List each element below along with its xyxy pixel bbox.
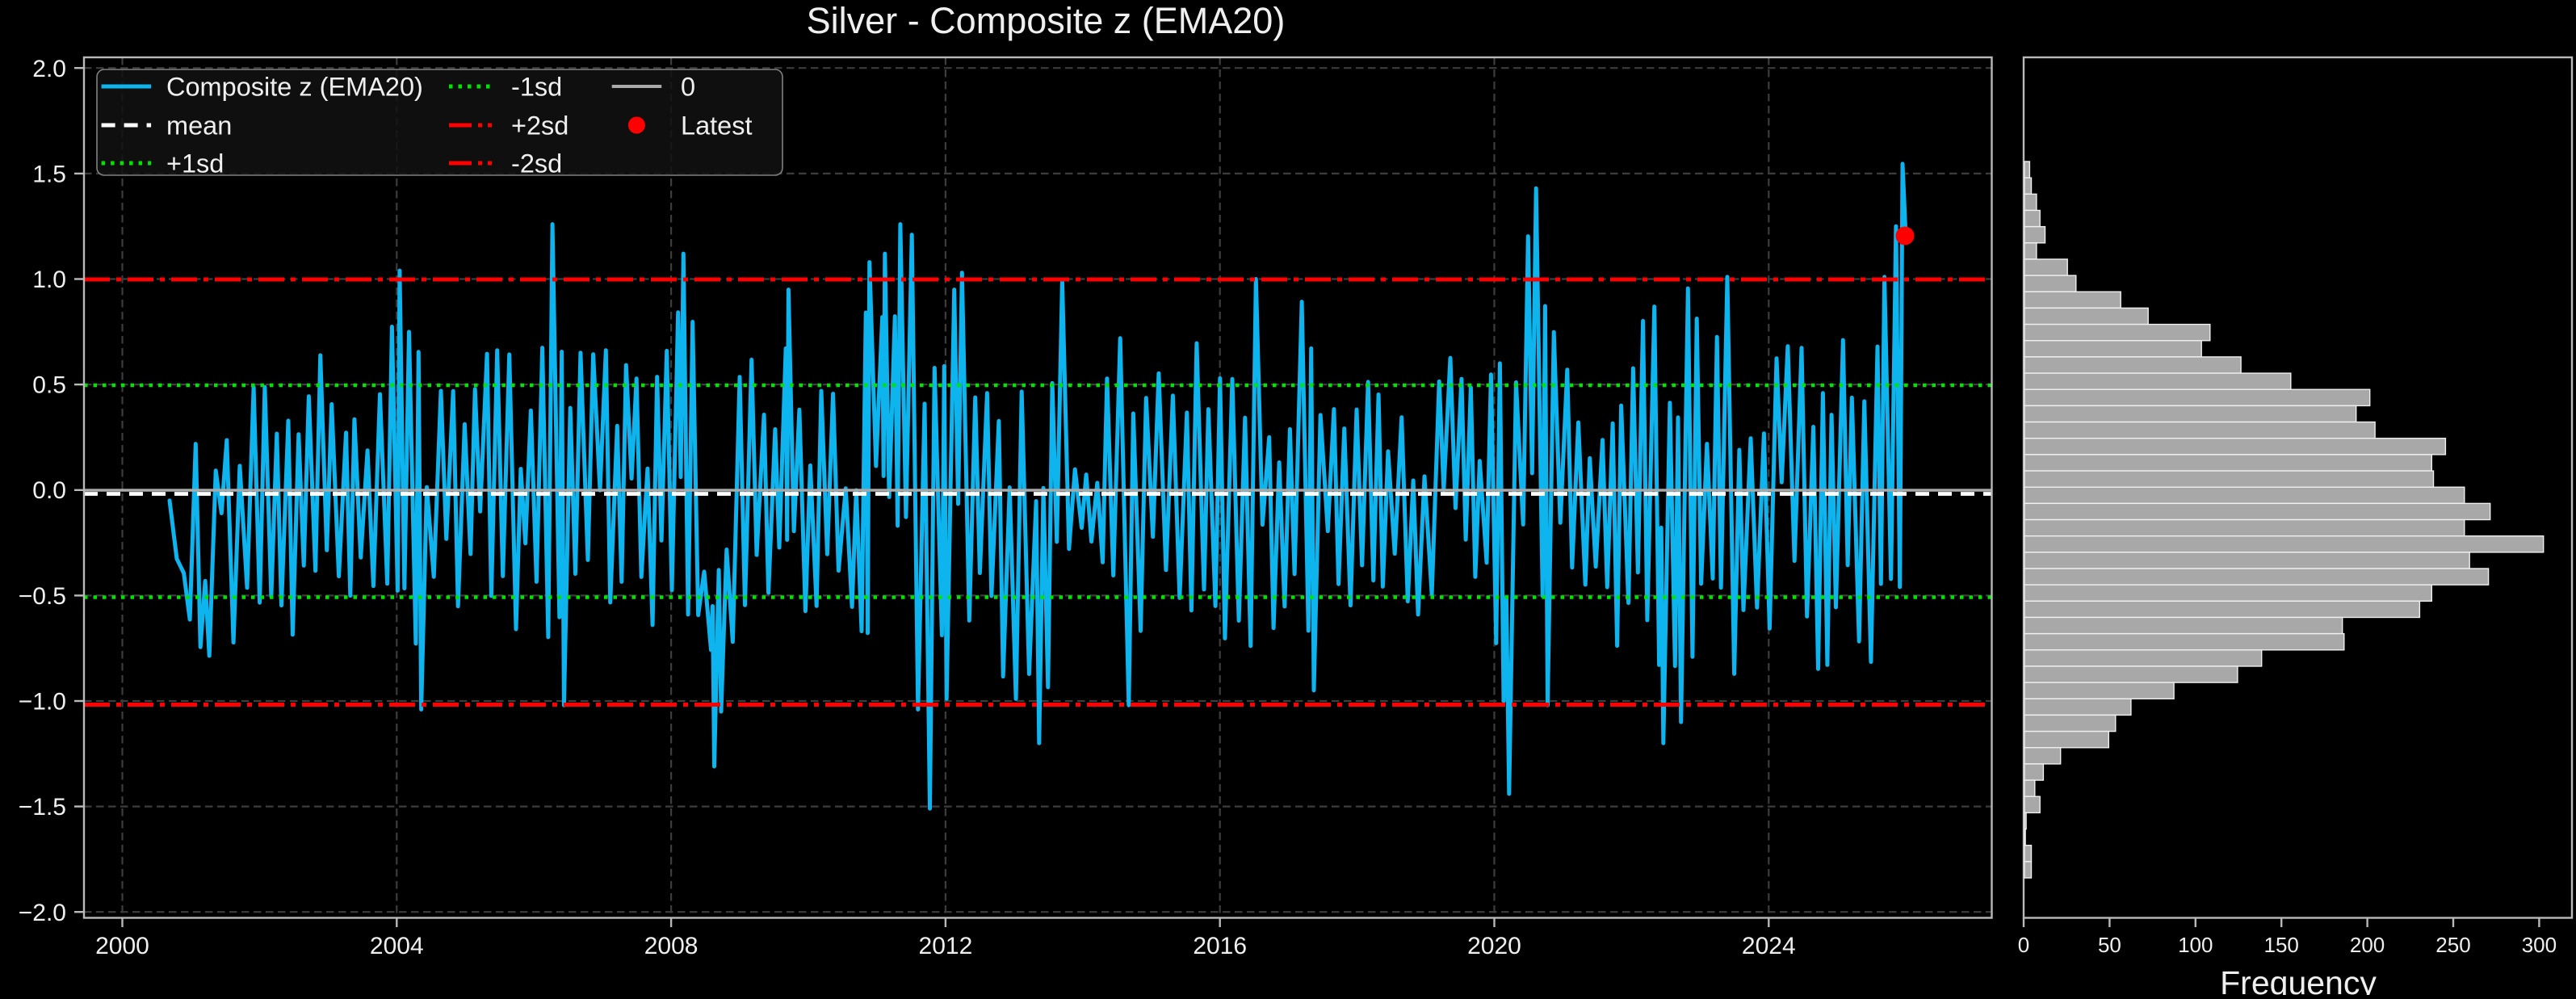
svg-text:50: 50: [2098, 933, 2121, 957]
svg-text:Frequency: Frequency: [2220, 964, 2377, 995]
svg-text:2004: 2004: [370, 933, 424, 959]
svg-text:+2sd: +2sd: [511, 111, 568, 141]
svg-text:0.5: 0.5: [32, 372, 66, 399]
svg-text:+1sd: +1sd: [166, 149, 224, 178]
svg-text:mean: mean: [166, 111, 232, 141]
svg-text:2016: 2016: [1193, 933, 1247, 959]
svg-text:200: 200: [2350, 933, 2385, 957]
svg-text:1.5: 1.5: [32, 161, 66, 187]
svg-text:−0.5: −0.5: [19, 583, 66, 610]
svg-text:300: 300: [2522, 933, 2557, 957]
svg-text:0: 0: [2018, 933, 2029, 957]
svg-text:100: 100: [2178, 933, 2213, 957]
svg-text:0: 0: [681, 73, 695, 102]
svg-text:−1.0: −1.0: [19, 689, 66, 716]
svg-text:Latest: Latest: [681, 111, 753, 141]
svg-text:2024: 2024: [1742, 933, 1796, 959]
svg-text:Composite z (EMA20): Composite z (EMA20): [166, 73, 423, 102]
svg-text:2008: 2008: [644, 933, 699, 959]
svg-text:−1.5: −1.5: [19, 794, 66, 821]
svg-text:2012: 2012: [919, 933, 973, 959]
svg-text:150: 150: [2264, 933, 2299, 957]
svg-text:2020: 2020: [1467, 933, 1521, 959]
svg-text:0.0: 0.0: [32, 477, 66, 504]
svg-text:Silver - Composite z (EMA20): Silver - Composite z (EMA20): [807, 0, 1286, 41]
svg-text:-2sd: -2sd: [511, 149, 562, 178]
svg-text:−2.0: −2.0: [19, 900, 66, 926]
svg-text:2.0: 2.0: [32, 56, 66, 82]
svg-text:2000: 2000: [95, 933, 149, 959]
svg-text:250: 250: [2435, 933, 2470, 957]
svg-text:-1sd: -1sd: [511, 73, 562, 102]
svg-text:1.0: 1.0: [32, 267, 66, 293]
